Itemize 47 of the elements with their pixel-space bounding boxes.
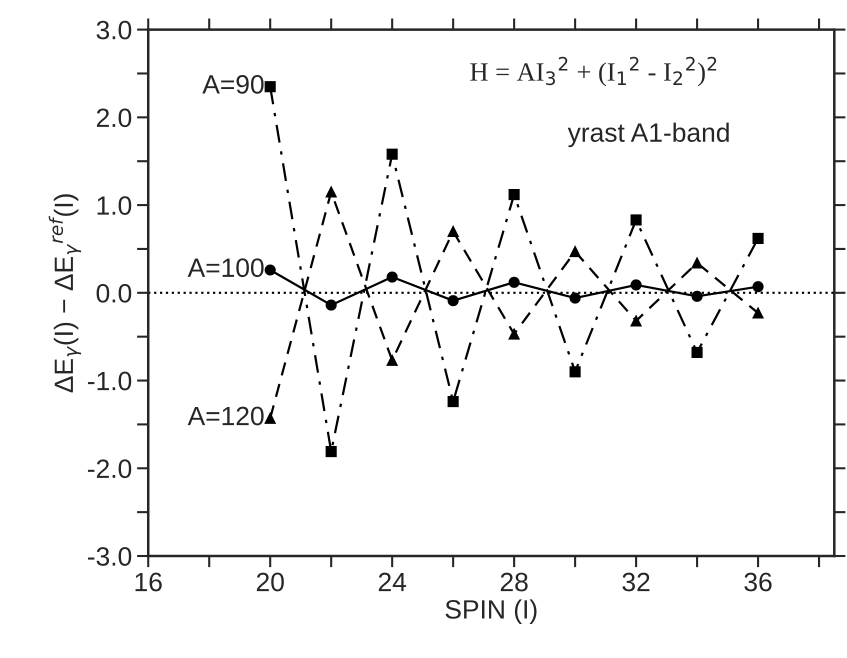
y-tick-label: -3.0 — [88, 547, 132, 566]
point — [752, 307, 764, 319]
point — [570, 292, 581, 304]
point — [692, 346, 703, 358]
point — [386, 354, 398, 366]
point — [264, 264, 276, 276]
point — [692, 257, 703, 269]
point — [570, 246, 581, 258]
x-tick-label: 36 — [744, 572, 772, 592]
point — [752, 232, 764, 244]
y-axis-title: ΔE$_{γ}$(I) − ΔE$_{γ}$$^{ref}$(I) — [48, 194, 82, 392]
y-tick-label: 2.0 — [96, 108, 132, 128]
point — [508, 188, 520, 200]
series-label: A=100 — [188, 258, 264, 278]
x-tick-label: 20 — [256, 572, 284, 592]
series-label: A=90 — [202, 75, 264, 94]
point — [386, 148, 398, 160]
point — [508, 276, 520, 288]
point — [326, 300, 337, 311]
point — [630, 315, 642, 326]
point — [326, 446, 337, 458]
point — [692, 290, 703, 302]
y-tick-label: -2.0 — [88, 459, 132, 478]
annotation: yrast A1-band — [568, 122, 729, 148]
series-label: A=120 — [188, 406, 264, 426]
y-tick-label: 1.0 — [98, 196, 132, 215]
point — [570, 366, 581, 378]
y-tick-label: -1.0 — [88, 372, 132, 390]
point — [448, 226, 459, 237]
x-tick-label: 32 — [622, 572, 650, 592]
point — [386, 271, 398, 283]
text: H = AI$_{3}$$^{2}$ + (I$_{1}$$^{2}$ - I$_{2}$$^{2}$)$^{2}$ — [470, 56, 716, 86]
y-tick-label: 3.0 — [96, 20, 132, 40]
x-tick-label: 16 — [136, 572, 162, 592]
point — [630, 279, 642, 290]
x-axis-title: SPIN (I) — [446, 599, 537, 624]
point — [264, 412, 276, 424]
point — [326, 186, 337, 198]
point — [752, 281, 764, 292]
point — [448, 295, 459, 306]
point — [264, 81, 276, 92]
x-tick-label: 24 — [378, 572, 406, 592]
point — [508, 328, 520, 340]
point — [448, 396, 459, 408]
x-tick-label: 28 — [500, 572, 528, 592]
y-tick-label: 0.0 — [96, 284, 132, 303]
point — [630, 214, 642, 226]
